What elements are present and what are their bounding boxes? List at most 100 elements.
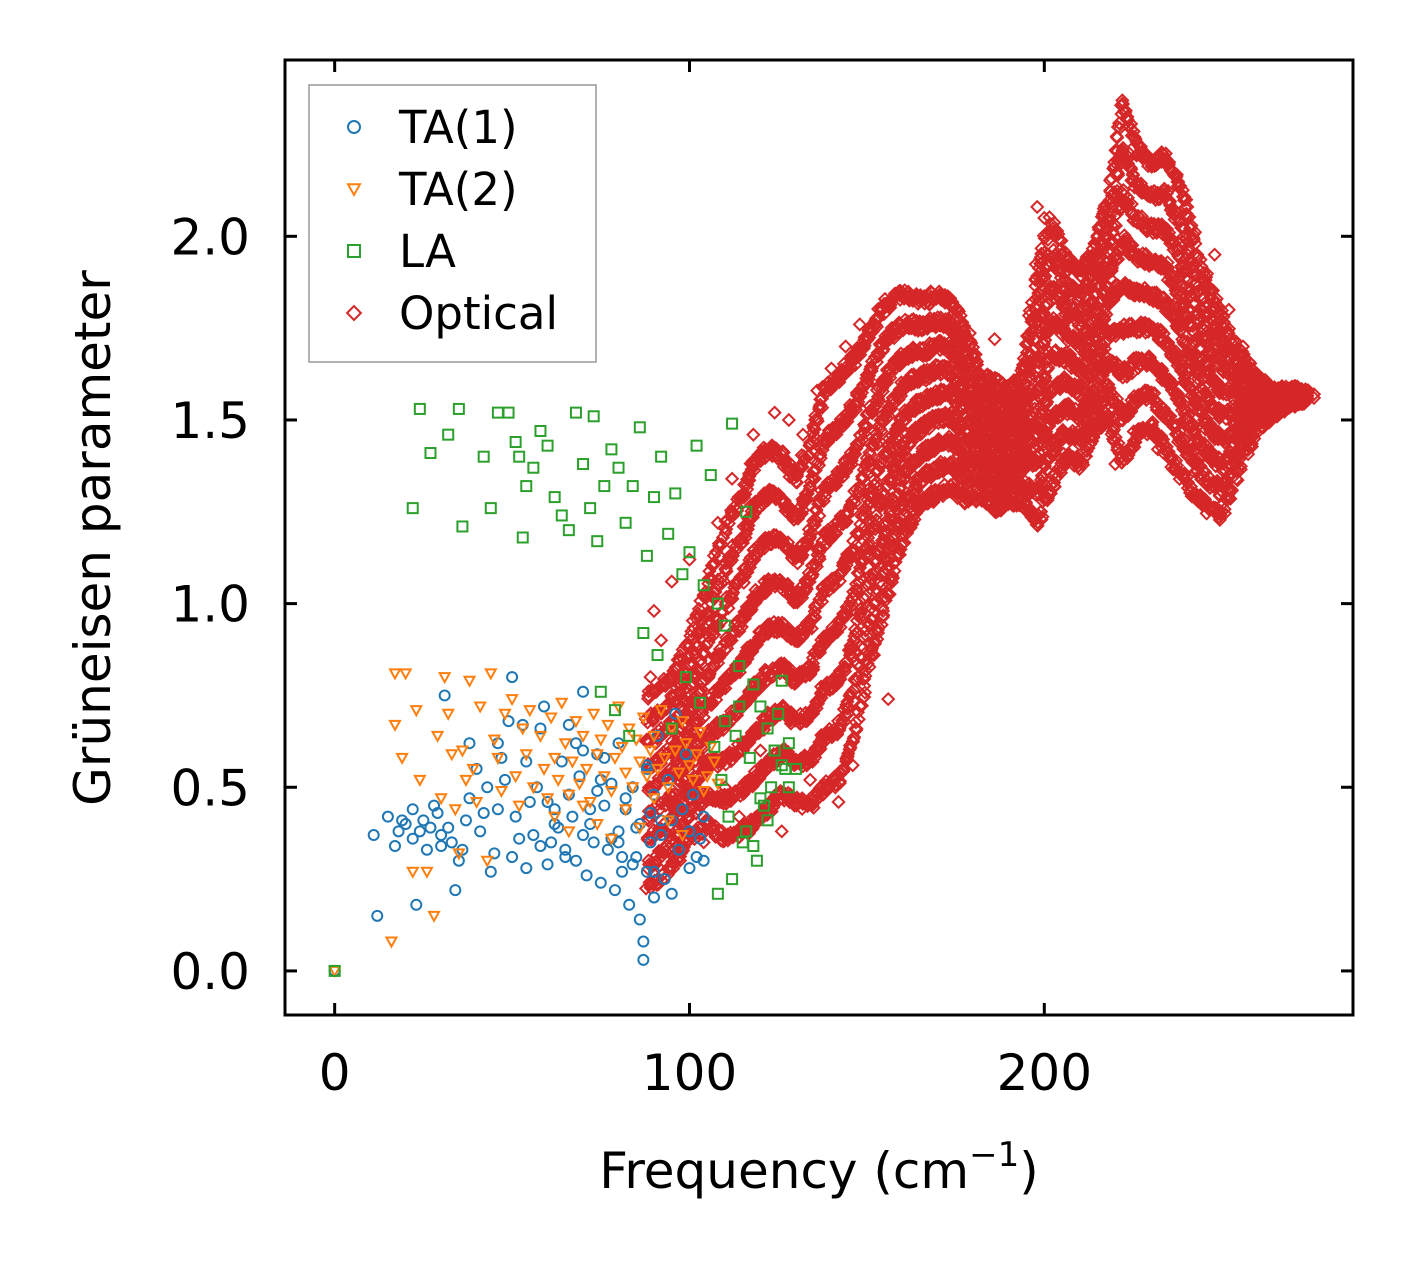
optical-point — [883, 504, 898, 519]
optical-point — [656, 744, 671, 760]
optical-point — [861, 538, 876, 553]
optical-point — [703, 595, 718, 610]
optical-point — [696, 647, 711, 662]
optical-point — [863, 453, 878, 469]
optical-point — [857, 671, 872, 687]
optical-point — [845, 598, 860, 613]
optical-point — [832, 774, 848, 789]
optical-point — [879, 551, 894, 566]
optical-point — [860, 656, 875, 672]
optical-point — [800, 486, 815, 501]
optical-point — [834, 717, 849, 732]
optical-point — [795, 503, 811, 518]
optical-point — [848, 721, 863, 736]
optical-point — [692, 622, 707, 638]
optical-point — [669, 828, 684, 844]
optical-point — [869, 512, 884, 527]
optical-point — [795, 585, 810, 600]
optical-point — [875, 343, 890, 359]
optical-point — [658, 844, 673, 859]
optical-point — [853, 389, 868, 404]
optical-point — [661, 860, 676, 875]
optical-point — [732, 490, 747, 505]
optical-point — [841, 455, 856, 471]
optical-point — [712, 684, 728, 699]
optical-point — [721, 717, 736, 732]
optical-point — [694, 656, 709, 672]
optical-point — [752, 770, 767, 786]
optical-point — [715, 613, 730, 628]
optical-point — [746, 548, 762, 564]
optical-point — [727, 748, 742, 763]
optical-point — [846, 682, 861, 698]
optical-point — [712, 549, 727, 564]
optical-point — [857, 678, 872, 693]
optical-point — [649, 848, 664, 863]
optical-point — [802, 614, 817, 629]
optical-point — [707, 591, 722, 607]
optical-point — [858, 465, 873, 480]
optical-point — [875, 609, 891, 625]
optical-point — [771, 535, 787, 550]
optical-point — [867, 564, 882, 579]
optical-point — [857, 510, 873, 526]
optical-point — [804, 567, 819, 583]
optical-point — [878, 589, 893, 605]
optical-point — [704, 694, 719, 709]
optical-point — [813, 451, 828, 466]
optical-point — [908, 476, 923, 491]
optical-point — [740, 522, 755, 537]
optical-point — [794, 628, 809, 643]
optical-point — [857, 419, 873, 434]
optical-point — [711, 618, 726, 634]
optical-point — [701, 604, 716, 619]
optical-point — [910, 479, 925, 495]
optical-point — [851, 712, 866, 727]
optical-point — [860, 614, 875, 630]
optical-point — [742, 467, 757, 483]
optical-point — [853, 639, 868, 654]
optical-point — [874, 617, 889, 632]
optical-point — [859, 628, 874, 644]
optical-point — [981, 492, 997, 507]
optical-point — [849, 537, 864, 553]
optical-point — [807, 512, 822, 527]
optical-point — [807, 609, 822, 624]
optical-point — [857, 685, 873, 700]
optical-point — [688, 636, 704, 651]
optical-point — [810, 696, 826, 711]
optical-point — [857, 457, 873, 473]
optical-point — [799, 493, 814, 508]
optical-point — [811, 458, 827, 473]
optical-point — [745, 510, 760, 525]
optical-point — [718, 681, 733, 696]
optical-point — [832, 663, 848, 679]
optical-point — [796, 449, 812, 464]
optical-point — [716, 574, 732, 589]
optical-point — [844, 451, 859, 466]
optical-point — [926, 443, 942, 458]
optical-point — [847, 396, 862, 412]
optical-point — [860, 419, 875, 434]
optical-point — [710, 755, 726, 770]
optical-point — [870, 622, 885, 637]
optical-point — [650, 776, 666, 792]
optical-point — [804, 558, 820, 573]
optical-point — [711, 536, 727, 551]
optical-point — [804, 569, 819, 584]
optical-point — [734, 530, 749, 545]
optical-point — [877, 487, 893, 502]
optical-point — [879, 524, 894, 539]
optical-point — [848, 715, 864, 730]
optical-point — [948, 418, 964, 433]
optical-point — [682, 648, 697, 663]
optical-point — [732, 624, 747, 639]
optical-point — [687, 725, 702, 741]
optical-point — [717, 671, 732, 687]
optical-point — [782, 455, 797, 470]
optical-point — [843, 445, 859, 460]
optical-point — [809, 411, 825, 427]
optical-point — [812, 551, 827, 567]
optical-point — [807, 471, 823, 486]
